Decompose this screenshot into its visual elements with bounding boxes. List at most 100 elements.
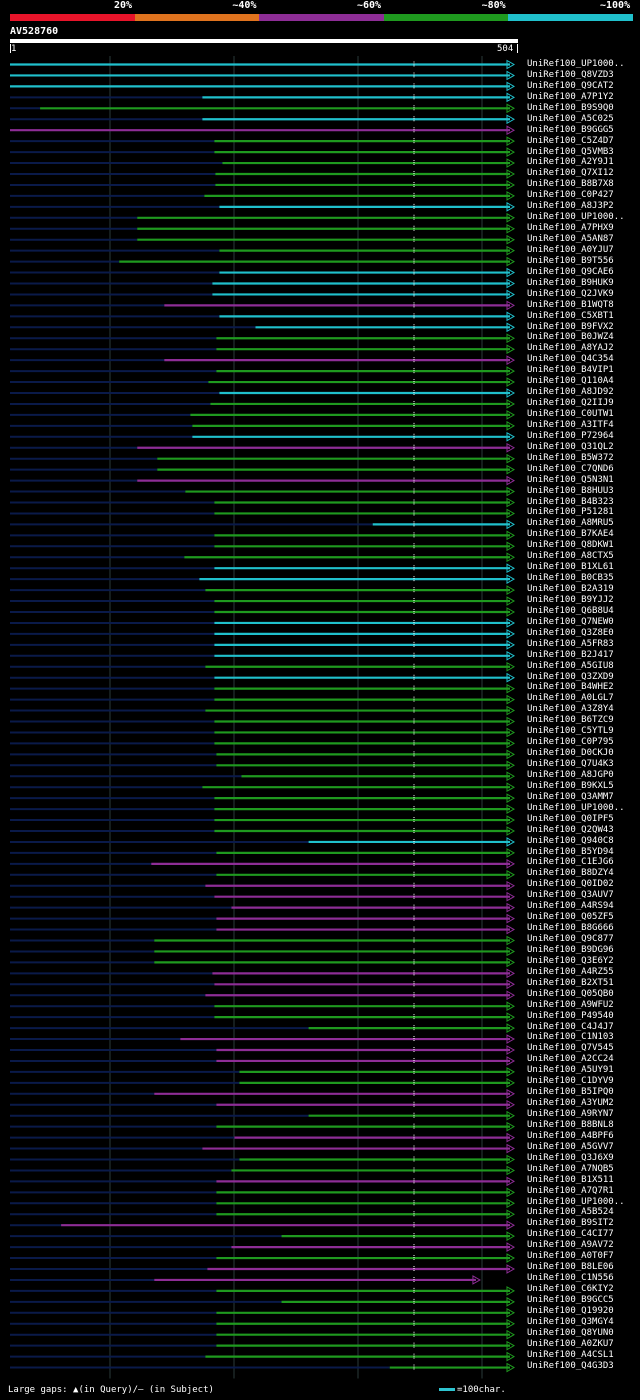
hit-label[interactable]: UniRef100_Q31QL2 [527, 441, 614, 452]
hit-row[interactable] [10, 147, 516, 157]
hit-row[interactable] [10, 410, 516, 420]
hit-label[interactable]: UniRef100_A8JGP0 [527, 769, 614, 780]
hit-label[interactable]: UniRef100_Q5N3N1 [527, 474, 614, 485]
hit-label[interactable]: UniRef100_A5AN87 [527, 234, 614, 244]
hit-row[interactable] [10, 869, 516, 880]
hit-row[interactable] [10, 519, 516, 530]
hit-label[interactable]: UniRef100_B8LE06 [527, 1262, 614, 1273]
hit-label[interactable]: UniRef100_B9HUK9 [527, 277, 614, 288]
hit-row[interactable] [10, 322, 516, 333]
hit-row[interactable] [10, 1154, 516, 1165]
hit-row[interactable] [10, 377, 516, 387]
hit-label[interactable]: UniRef100_A4RZ55 [527, 966, 614, 977]
hit-row[interactable] [10, 267, 516, 278]
hit-label[interactable]: UniRef100_B4VIP1 [527, 365, 614, 376]
hit-label[interactable]: UniRef100_A3Z8Y4 [527, 704, 614, 715]
hit-label[interactable]: UniRef100_B0JWZ4 [527, 332, 614, 343]
hit-label[interactable]: UniRef100_P49540 [527, 1010, 614, 1021]
hit-row[interactable] [10, 92, 516, 103]
hit-row[interactable] [10, 782, 516, 793]
hit-row[interactable] [10, 169, 516, 179]
hit-row[interactable] [10, 968, 516, 979]
hit-label[interactable]: UniRef100_B1XL61 [527, 562, 614, 573]
hit-row[interactable] [10, 1275, 481, 1285]
hit-row[interactable] [10, 848, 516, 858]
hit-label[interactable]: UniRef100_A8CTX5 [527, 551, 614, 562]
hit-row[interactable] [10, 1318, 516, 1329]
hit-row[interactable] [10, 585, 516, 595]
hit-row[interactable] [10, 552, 516, 563]
hit-row[interactable] [10, 59, 516, 70]
hit-label[interactable]: UniRef100_A8JD92 [527, 387, 614, 398]
hit-label[interactable]: UniRef100_A8MRU5 [527, 518, 614, 529]
hit-label[interactable]: UniRef100_P51281 [527, 507, 614, 518]
hit-row[interactable] [10, 804, 516, 814]
hit-row[interactable] [10, 114, 516, 125]
hit-label[interactable]: UniRef100_Q5VMB3 [527, 146, 614, 157]
hit-label[interactable]: UniRef100_UP1000.. [527, 802, 625, 813]
hit-row[interactable] [10, 1088, 516, 1099]
hit-row[interactable] [10, 990, 516, 1001]
hit-label[interactable]: UniRef100_A0LGL7 [527, 693, 614, 704]
hit-row[interactable] [10, 1045, 516, 1055]
hit-label[interactable]: UniRef100_A8YAJ2 [527, 343, 614, 354]
hit-row[interactable] [10, 1099, 516, 1110]
hit-label[interactable]: UniRef100_B7KAE4 [527, 529, 614, 540]
hit-label[interactable]: UniRef100_B2A319 [527, 584, 614, 594]
hit-row[interactable] [10, 1198, 516, 1209]
hit-label[interactable]: UniRef100_C5XBT1 [527, 310, 614, 321]
hit-row[interactable] [10, 738, 516, 749]
hit-label[interactable]: UniRef100_Q6B8U4 [527, 605, 614, 616]
hit-label[interactable]: UniRef100_C1DYV9 [527, 1076, 614, 1087]
hit-row[interactable] [10, 672, 516, 683]
hit-row[interactable] [10, 464, 516, 475]
hit-label[interactable]: UniRef100_Q8DKW1 [527, 540, 614, 551]
hit-label[interactable]: UniRef100_Q110A4 [527, 376, 614, 387]
hit-label[interactable]: UniRef100_B8DZY4 [527, 868, 614, 879]
hit-label[interactable]: UniRef100_Q4C354 [527, 354, 614, 365]
hit-row[interactable] [10, 913, 516, 924]
hit-label[interactable]: UniRef100_Q7NEW0 [527, 616, 614, 627]
hit-label[interactable]: UniRef100_B4WHE2 [527, 682, 614, 693]
hit-label[interactable]: UniRef100_Q2IIJ9 [527, 398, 614, 409]
hit-label[interactable]: UniRef100_A4CSL1 [527, 1349, 614, 1360]
hit-label[interactable]: UniRef100_C0P795 [527, 737, 614, 748]
hit-row[interactable] [10, 191, 516, 201]
hit-row[interactable] [10, 399, 516, 409]
hit-row[interactable] [10, 891, 516, 902]
hit-row[interactable] [10, 1351, 516, 1362]
hit-label[interactable]: UniRef100_D0CKJ0 [527, 748, 614, 759]
hit-label[interactable]: UniRef100_Q4G3D3 [527, 1360, 614, 1371]
hit-row[interactable] [10, 1296, 516, 1307]
hit-row[interactable] [10, 629, 516, 639]
hit-row[interactable] [10, 1165, 516, 1176]
hit-label[interactable]: UniRef100_C0UTW1 [527, 409, 614, 419]
hit-label[interactable]: UniRef100_C1N103 [527, 1032, 614, 1043]
hit-row[interactable] [10, 1110, 516, 1121]
hit-row[interactable] [10, 880, 516, 891]
hit-row[interactable] [10, 1143, 516, 1154]
hit-label[interactable]: UniRef100_C7QND6 [527, 463, 614, 474]
hit-label[interactable]: UniRef100_A4RS94 [527, 901, 614, 912]
hit-row[interactable] [10, 639, 516, 650]
hit-row[interactable] [10, 705, 516, 716]
hit-label[interactable]: UniRef100_B9T556 [527, 255, 614, 266]
hit-label[interactable]: UniRef100_Q3AUV7 [527, 890, 614, 901]
hit-row[interactable] [10, 661, 516, 672]
hit-label[interactable]: UniRef100_B9GGG5 [527, 124, 614, 135]
hit-row[interactable] [10, 1253, 516, 1263]
hit-row[interactable] [10, 793, 516, 804]
hit-row[interactable] [10, 1242, 516, 1252]
hit-label[interactable]: UniRef100_Q05QB0 [527, 988, 614, 999]
hit-label[interactable]: UniRef100_Q9CAE6 [527, 266, 614, 277]
hit-label[interactable]: UniRef100_A7PHX9 [527, 223, 614, 234]
hit-label[interactable]: UniRef100_Q8VZD3 [527, 69, 614, 80]
hit-row[interactable] [10, 420, 516, 431]
hit-label[interactable]: UniRef100_B8B7X8 [527, 179, 614, 190]
hit-row[interactable] [10, 1187, 516, 1198]
hit-label[interactable]: UniRef100_Q05ZF5 [527, 912, 614, 923]
hit-label[interactable]: UniRef100_Q7V545 [527, 1043, 614, 1054]
hit-row[interactable] [10, 234, 516, 245]
hit-label[interactable]: UniRef100_Q3Z8E0 [527, 627, 614, 638]
hit-label[interactable]: UniRef100_A8J3P2 [527, 201, 614, 212]
